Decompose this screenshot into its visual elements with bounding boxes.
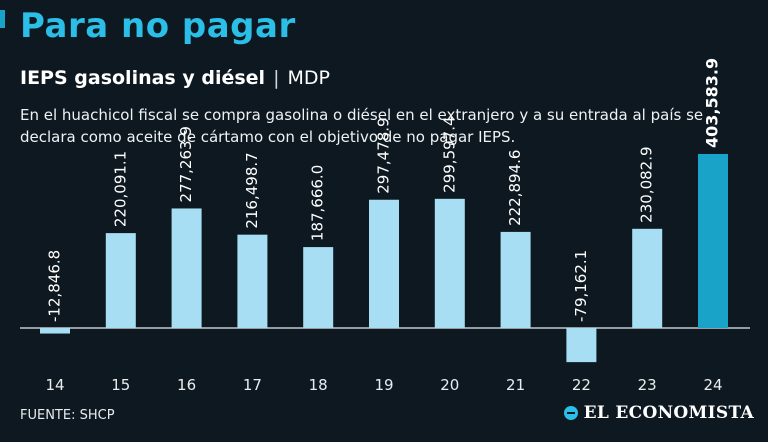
x-tick-label-15: 15 (111, 376, 130, 394)
value-label-14: -12,846.8 (46, 250, 64, 322)
subtitle-main: IEPS gasolinas y diésel (20, 67, 266, 89)
x-tick-label-21: 21 (506, 376, 525, 394)
value-label-15: 220,091.1 (111, 151, 129, 227)
bar-24 (698, 154, 728, 328)
bar-14 (40, 328, 70, 334)
x-tick-label-22: 22 (572, 376, 591, 394)
logo-text: EL ECONOMISTA (583, 403, 754, 423)
x-tick-label-19: 19 (374, 376, 393, 394)
value-label-24: 403,583.9 (703, 58, 722, 148)
bar-15 (105, 233, 136, 328)
value-label-20: 299,597.4 (440, 116, 458, 192)
value-label-18: 187,666.0 (309, 165, 327, 241)
bar-22 (566, 328, 597, 363)
publisher-logo: EL ECONOMISTA (563, 403, 754, 423)
value-label-16: 277,263.9 (177, 126, 195, 202)
value-label-17: 216,498.7 (243, 152, 261, 228)
bar-16 (171, 208, 202, 328)
chart-subtitle: IEPS gasolinas y diésel | MDP (20, 67, 330, 89)
x-tick-label-23: 23 (638, 376, 657, 394)
value-label-21: 222,894.6 (506, 150, 524, 226)
x-tick-label-18: 18 (309, 376, 328, 394)
bar-21 (500, 231, 531, 328)
value-label-22: -79,162.1 (572, 250, 590, 322)
value-label-23: 230,082.9 (638, 146, 656, 222)
bar-20 (434, 198, 465, 328)
subtitle-unit: MDP (287, 67, 330, 89)
x-tick-label-14: 14 (45, 376, 64, 394)
bar-23 (632, 228, 663, 328)
chart-title: Para no pagar (20, 6, 296, 46)
chart-description: En el huachicol fiscal se compra gasolin… (20, 106, 704, 146)
bar-19 (369, 199, 399, 328)
x-tick-label-17: 17 (243, 376, 262, 394)
title-accent-bar (0, 10, 5, 28)
value-label-19: 297,478.9 (375, 117, 393, 193)
logo-icon (563, 406, 578, 420)
subtitle-separator: | (273, 67, 280, 89)
source-note: FUENTE: SHCP (20, 408, 115, 423)
x-tick-label-24: 24 (703, 376, 722, 394)
bar-17 (237, 234, 268, 328)
x-tick-label-16: 16 (177, 376, 196, 394)
x-tick-label-20: 20 (440, 376, 459, 394)
bar-18 (303, 247, 334, 328)
